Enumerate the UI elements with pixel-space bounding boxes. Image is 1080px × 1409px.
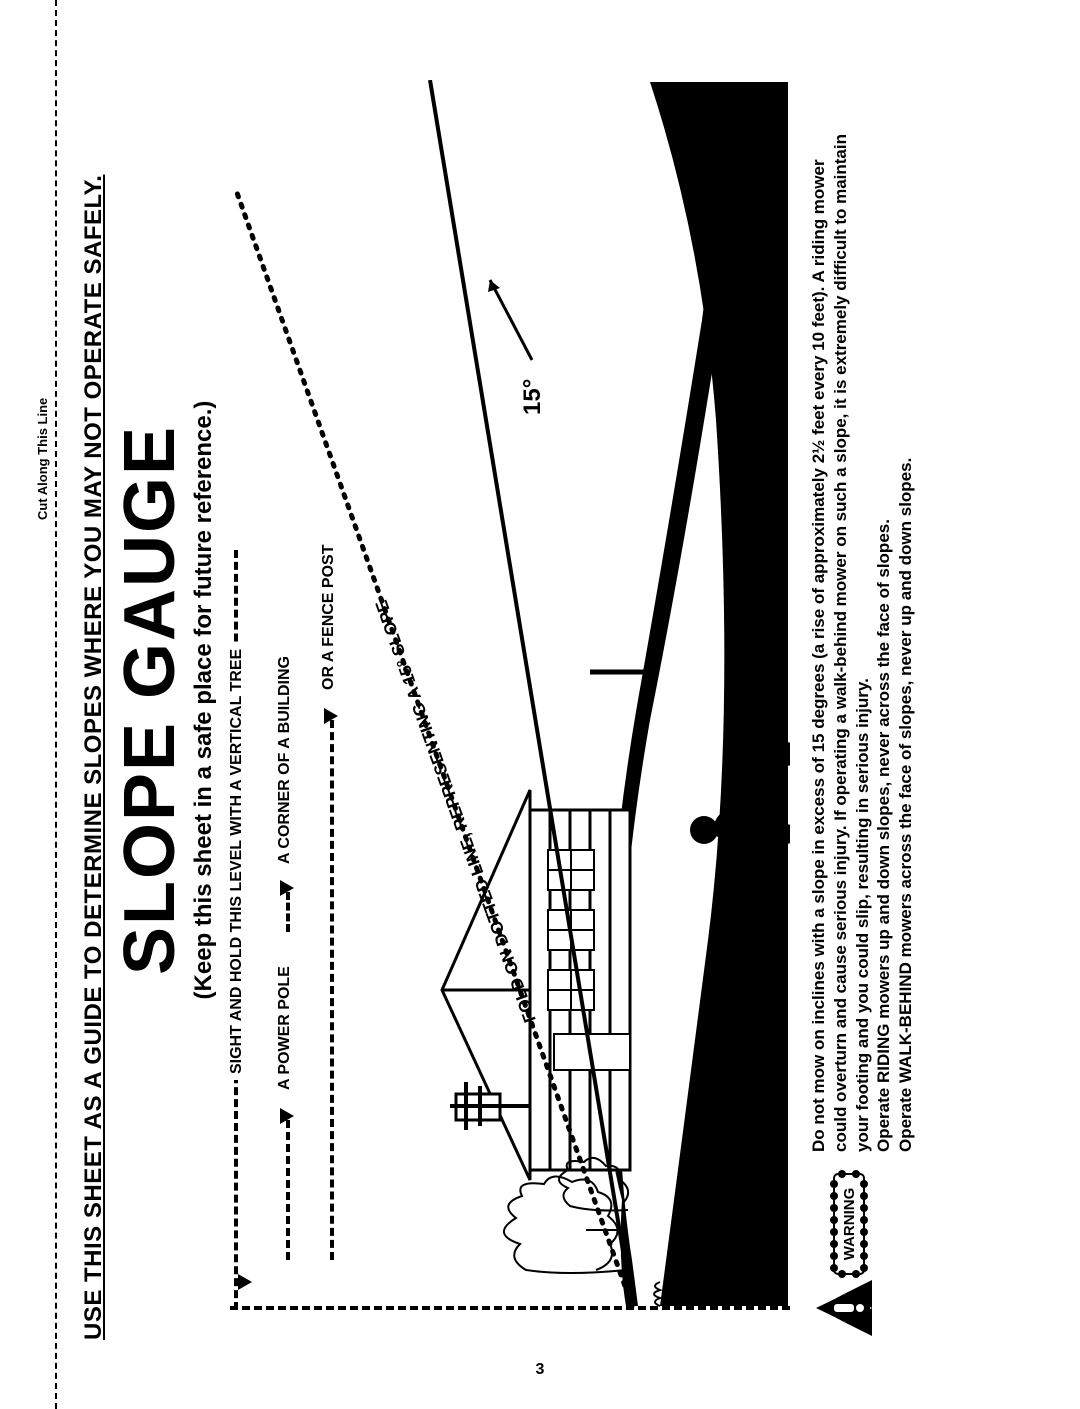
warning-walk: Operate WALK-BEHIND mowers across the fa…: [895, 132, 917, 1152]
warning-block: WARNING Do not mow on inclines with a sl…: [808, 100, 917, 1340]
warning-label: WARNING: [841, 1188, 858, 1261]
lower-hill: [650, 82, 788, 1306]
title: SLOPE GAUGE: [114, 60, 186, 1340]
warning-riding: Operate RIDING mowers up and down slopes…: [873, 132, 895, 1152]
main-heading: USE THIS SHEET AS A GUIDE TO DETERMINE S…: [80, 60, 108, 1340]
warning-body: Do not mow on inclines with a slope in e…: [808, 132, 873, 1152]
rotated-content: USE THIS SHEET AS A GUIDE TO DETERMINE S…: [80, 60, 1040, 1340]
subtitle: (Keep this sheet in a safe place for fut…: [190, 60, 218, 1340]
cut-line-label: Cut Along This Line: [35, 398, 50, 520]
page-number: 3: [0, 1361, 1080, 1379]
cut-line: [55, 0, 57, 1409]
warning-text: Do not mow on inclines with a slope in e…: [808, 132, 917, 1152]
slope-diagram-svg: 15° FOLD ON DOTTED LINE, REPRESENTING A …: [230, 80, 790, 1320]
svg-text:15°: 15°: [519, 379, 546, 415]
warning-icon: WARNING: [808, 1170, 888, 1340]
page: Cut Along This Line USE THIS SHEET AS A …: [0, 0, 1080, 1409]
slope-diagram: SIGHT AND HOLD THIS LEVEL WITH A VERTICA…: [230, 80, 790, 1320]
angle-callout: 15°: [488, 280, 546, 415]
grass-fringe: [654, 1282, 660, 1306]
